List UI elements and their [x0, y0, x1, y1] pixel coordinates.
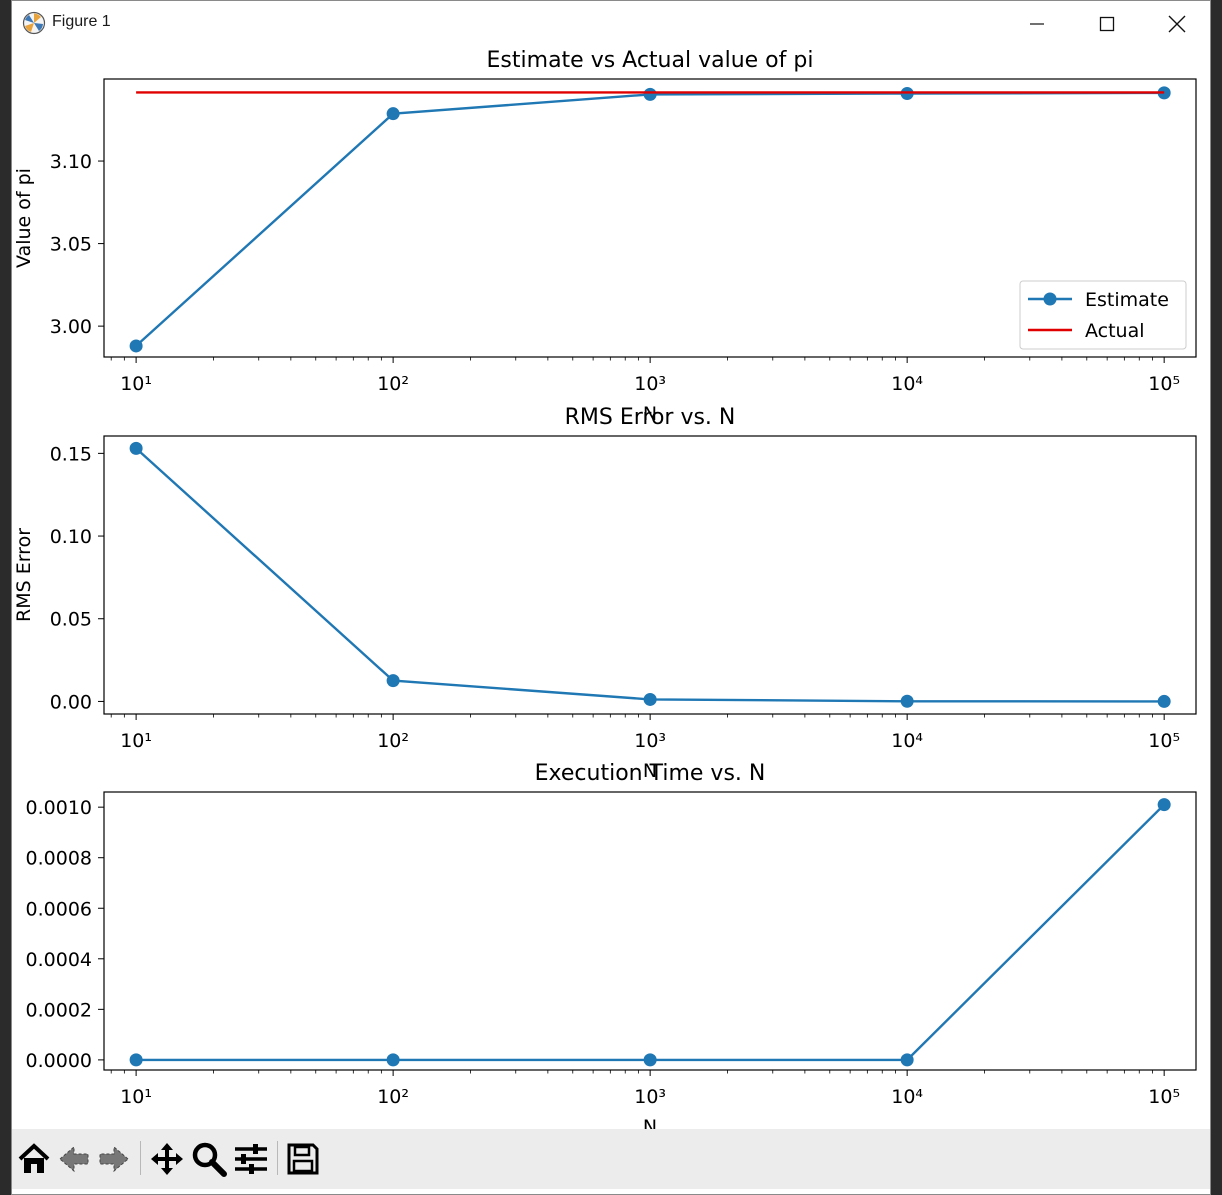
toolbar-separator: [140, 1141, 141, 1175]
legend: Estimate Actual: [1019, 280, 1187, 350]
data-point: [643, 87, 657, 101]
x-tick-label: 10⁴: [891, 730, 923, 752]
pan-icon: [151, 1143, 183, 1175]
data-point: [129, 339, 143, 353]
x-tick-label: 10³: [634, 1086, 666, 1108]
y-tick-label: 3.10: [50, 151, 92, 173]
data-point: [643, 692, 657, 706]
chart-title: Estimate vs Actual value of pi: [487, 48, 814, 73]
back-button[interactable]: [54, 1139, 94, 1179]
y-tick-label: 0.0008: [26, 848, 92, 870]
y-tick-label: 0.0002: [26, 999, 92, 1021]
x-tick-label: 10⁵: [1148, 730, 1180, 752]
forward-icon: [99, 1145, 129, 1173]
data-point: [900, 1053, 914, 1067]
y-tick-label: 0.0010: [26, 797, 92, 819]
x-tick-label: 10¹: [120, 730, 152, 752]
zoom-icon: [192, 1142, 227, 1177]
minimize-icon: [1030, 22, 1044, 25]
data-point: [386, 107, 400, 121]
y-tick-label: 0.05: [50, 609, 92, 631]
title-bar[interactable]: Figure 1: [12, 1, 1210, 46]
matplotlib-logo-icon: [22, 11, 46, 35]
series-line-estimate: [135, 91, 1165, 347]
axes-frame: [103, 791, 1197, 1071]
axes-frame: [103, 435, 1197, 715]
data-point: [129, 441, 143, 455]
home-icon: [18, 1143, 50, 1173]
maximize-button[interactable]: [1072, 1, 1142, 46]
y-tick-label: 0.0000: [26, 1050, 92, 1072]
save-icon: [287, 1143, 319, 1175]
x-tick-label: 10³: [634, 730, 666, 752]
toolbar-separator: [277, 1141, 278, 1175]
legend-swatch-marker: [1043, 292, 1057, 306]
y-tick-label: 0.00: [50, 691, 92, 713]
save-button[interactable]: [283, 1139, 323, 1179]
pan-button[interactable]: [147, 1139, 187, 1179]
forward-button[interactable]: [94, 1139, 134, 1179]
y-tick-label: 0.10: [50, 526, 92, 548]
x-tick-label: 10⁴: [891, 1086, 923, 1108]
x-tick-label: 10⁵: [1148, 1086, 1180, 1108]
subplot-1: Estimate vs Actual value of pi Value of p…: [13, 48, 1197, 425]
home-button[interactable]: [14, 1139, 54, 1179]
x-tick-label: 10⁴: [891, 373, 923, 395]
x-axis-label: N: [643, 760, 657, 782]
navigation-toolbar: [12, 1129, 1210, 1189]
x-tick-label: 10²: [377, 373, 409, 395]
data-point: [900, 694, 914, 708]
x-axis-label: N: [643, 403, 657, 425]
y-tick-label: 0.15: [50, 443, 92, 465]
legend-entry-label: Actual: [1085, 320, 1145, 342]
y-axis-label: Value of pi: [13, 168, 35, 268]
data-point: [1157, 694, 1171, 708]
configure-subplots-button[interactable]: [231, 1139, 271, 1179]
window-title: Figure 1: [52, 13, 111, 30]
minimize-button[interactable]: [1002, 1, 1072, 46]
close-icon: [1168, 15, 1186, 32]
series-line-data: [136, 803, 1166, 1062]
chart-title: Execution Time vs. N: [535, 761, 766, 786]
configure-subplots-icon: [235, 1144, 267, 1174]
x-tick-label: 10¹: [120, 373, 152, 395]
x-tick-label: 10⁵: [1148, 373, 1180, 395]
close-button[interactable]: [1142, 1, 1212, 46]
legend-entry-label: Estimate: [1085, 289, 1169, 311]
zoom-button[interactable]: [189, 1139, 229, 1179]
back-icon: [59, 1145, 89, 1173]
y-tick-label: 0.0004: [26, 949, 92, 971]
data-point: [643, 1053, 657, 1067]
x-tick-label: 10³: [634, 373, 666, 395]
data-point: [1157, 798, 1171, 812]
data-point: [386, 674, 400, 688]
y-tick-label: 0.0006: [26, 898, 92, 920]
figure-window: Figure 1 Estimate vs Actual value of pi V…: [11, 0, 1211, 1195]
y-tick-label: 3.05: [50, 234, 92, 256]
figure-canvas[interactable]: Estimate vs Actual value of pi Value of p…: [12, 1, 1210, 1129]
maximize-icon: [1099, 16, 1115, 31]
x-axis-label: N: [643, 1116, 657, 1129]
series-line-data: [135, 447, 1165, 703]
x-tick-label: 10²: [377, 730, 409, 752]
x-tick-label: 10²: [377, 1086, 409, 1108]
subplot-2: RMS Error vs. N RMS Error N 10¹ 10² 10³ 10⁴ 10⁵…: [13, 405, 1197, 782]
y-axis-label: RMS Error: [13, 528, 35, 622]
y-tick-label: 3.00: [50, 316, 92, 338]
data-point: [386, 1053, 400, 1067]
chart-title: RMS Error vs. N: [565, 405, 736, 430]
data-point: [129, 1053, 143, 1067]
axes-frame: [103, 78, 1197, 358]
x-tick-label: 10¹: [120, 1086, 152, 1108]
